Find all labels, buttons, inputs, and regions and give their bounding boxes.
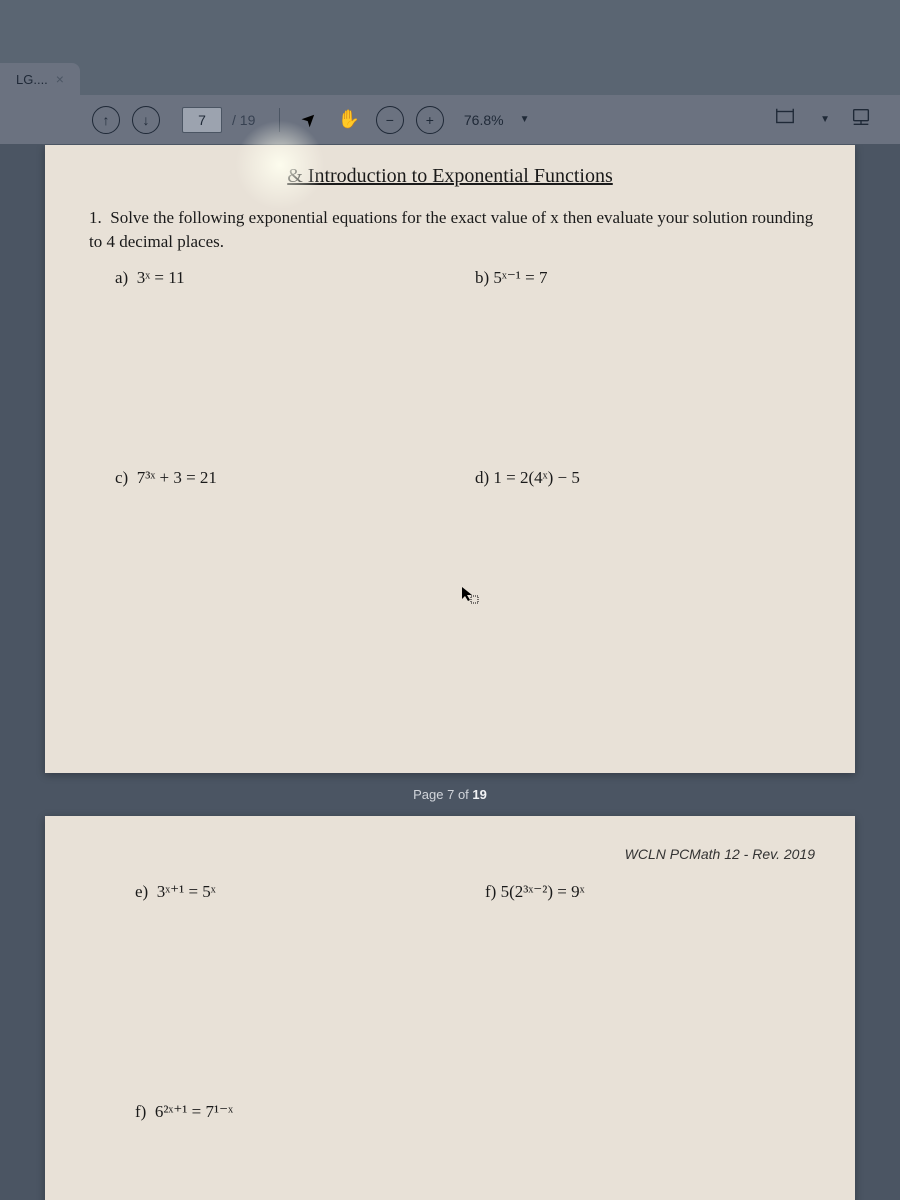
- tab-title: LG....: [16, 72, 48, 87]
- pdf-page-8: WCLN PCMath 12 - Rev. 2019 e) 3ˣ⁺¹ = 5ˣ …: [45, 816, 855, 1200]
- fit-dropdown-icon[interactable]: ▼: [820, 114, 830, 125]
- zoom-level-label: 76.8%: [464, 112, 504, 128]
- browser-tab[interactable]: LG.... ×: [0, 63, 80, 95]
- present-icon[interactable]: [842, 102, 880, 137]
- page-number-input[interactable]: [182, 107, 222, 133]
- pdf-page-7: & Introduction to Exponential Functions …: [45, 145, 855, 773]
- zoom-dropdown-icon[interactable]: ▼: [520, 114, 530, 125]
- page-indicator: Page 7 of 19: [0, 773, 900, 816]
- page-number-group: / 19: [182, 107, 261, 133]
- pointer-tool-icon[interactable]: ➤: [291, 101, 328, 138]
- pdf-viewport[interactable]: & Introduction to Exponential Functions …: [0, 145, 900, 1200]
- question-1f-dup: f) 6²ˣ⁺¹ = 7¹⁻ˣ: [135, 1102, 465, 1122]
- question-1e: e) 3ˣ⁺¹ = 5ˣ: [135, 882, 465, 902]
- zoom-out-button[interactable]: −: [376, 106, 404, 134]
- question-1: 1. Solve the following exponential equat…: [85, 206, 815, 254]
- question-prompt: Solve the following exponential equation…: [89, 208, 813, 251]
- question-number: 1.: [89, 208, 102, 227]
- zoom-in-button[interactable]: +: [416, 106, 444, 134]
- browser-tab-bar: LG.... ×: [0, 0, 900, 95]
- question-1b: b) 5ˣ⁻¹ = 7: [475, 268, 815, 288]
- question-1f: f) 5(2³ˣ⁻²) = 9ˣ: [485, 882, 815, 902]
- close-icon[interactable]: ×: [56, 71, 64, 87]
- page-title: & Introduction to Exponential Functions: [85, 165, 815, 188]
- question-1a: a) 3ˣ = 11: [115, 268, 455, 288]
- cursor-artifact: [460, 585, 480, 610]
- pdf-toolbar: ↑ ↓ / 19 ➤ ✋ − + 76.8% ▼ ▼: [0, 95, 900, 145]
- hand-tool-icon[interactable]: ✋: [333, 105, 363, 134]
- question-1d: d) 1 = 2(4ˣ) − 5: [475, 468, 815, 488]
- toolbar-divider: [279, 108, 280, 132]
- question-1c: c) 7³ˣ + 3 = 21: [115, 468, 455, 488]
- page-up-button[interactable]: ↑: [92, 106, 120, 134]
- sub-questions-grid: a) 3ˣ = 11 b) 5ˣ⁻¹ = 7 c) 7³ˣ + 3 = 21 d…: [85, 268, 815, 488]
- sub-questions-grid-2: e) 3ˣ⁺¹ = 5ˣ f) 5(2³ˣ⁻²) = 9ˣ f) 6²ˣ⁺¹ =…: [85, 882, 815, 1122]
- page-down-button[interactable]: ↓: [132, 106, 160, 134]
- revision-note: WCLN PCMath 12 - Rev. 2019: [85, 846, 815, 862]
- question-empty: [485, 1102, 815, 1122]
- fit-width-icon[interactable]: [766, 102, 804, 137]
- page-total-label: / 19: [226, 112, 261, 128]
